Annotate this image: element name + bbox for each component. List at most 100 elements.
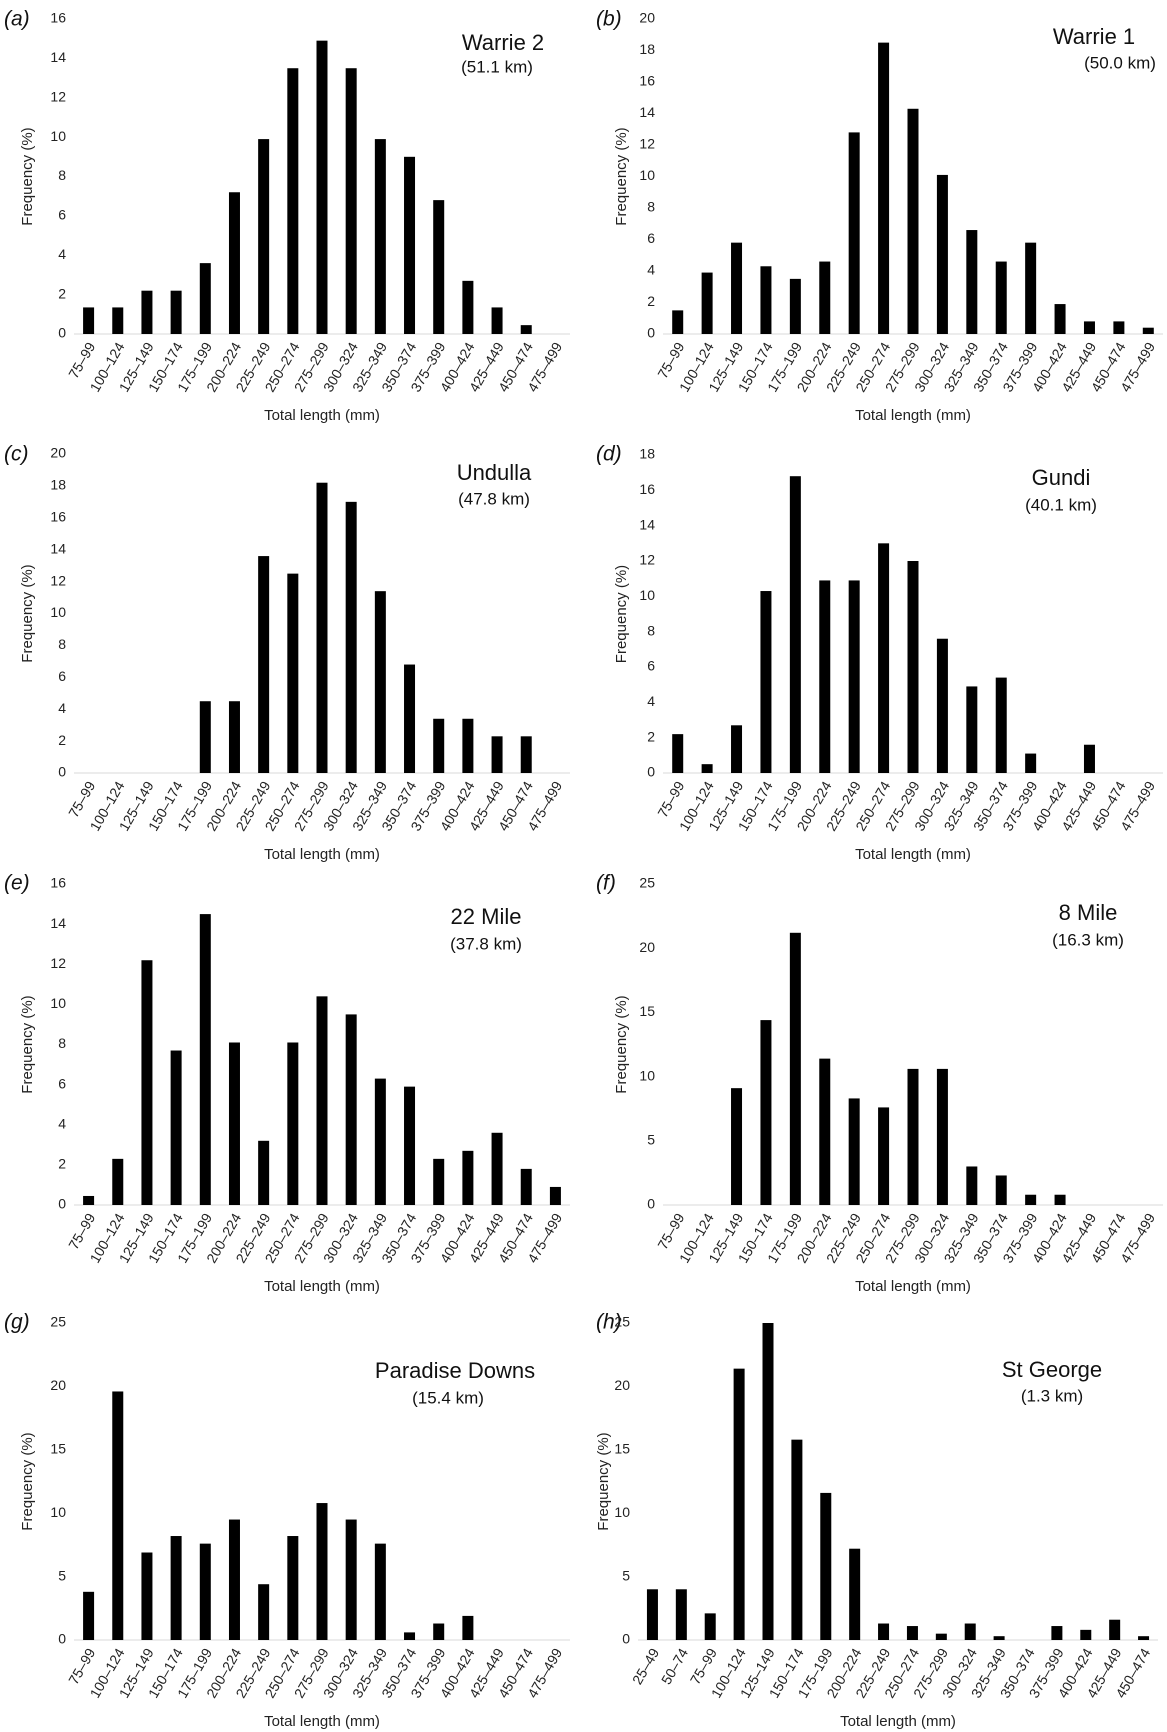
y-tick-label: 6 xyxy=(58,207,66,223)
y-tick-label: 20 xyxy=(639,10,655,26)
bar xyxy=(760,591,772,773)
x-tick-label: 50–74 xyxy=(658,1645,691,1687)
y-tick-label: 6 xyxy=(647,230,655,246)
y-tick-label: 8 xyxy=(647,199,655,215)
bar xyxy=(345,1519,357,1640)
y-tick-label: 20 xyxy=(639,939,655,955)
bar xyxy=(646,1589,658,1640)
y-tick-label: 0 xyxy=(647,325,655,341)
bar xyxy=(491,307,503,334)
y-tick-label: 20 xyxy=(614,1377,630,1393)
bar xyxy=(199,263,211,334)
bar xyxy=(878,1623,890,1640)
bar xyxy=(907,1068,919,1205)
y-tick-label: 16 xyxy=(639,73,655,89)
bar xyxy=(993,1636,1005,1640)
bar xyxy=(966,230,978,334)
y-tick-label: 5 xyxy=(58,1567,66,1583)
x-axis-label: Total length (mm) xyxy=(264,407,380,424)
y-tick-label: 0 xyxy=(58,1631,66,1647)
bar xyxy=(995,1175,1007,1205)
y-tick-label: 8 xyxy=(58,1035,66,1051)
y-tick-label: 4 xyxy=(58,246,66,262)
y-tick-label: 4 xyxy=(647,693,655,709)
chart-title: St George xyxy=(1002,1357,1102,1382)
bar xyxy=(491,736,503,773)
bar xyxy=(878,42,890,334)
bar xyxy=(258,1584,270,1640)
bar xyxy=(345,501,357,773)
bar xyxy=(462,1150,474,1205)
x-axis-label: Total length (mm) xyxy=(264,1278,380,1295)
y-axis-label: Frequency (%) xyxy=(595,1432,612,1530)
panel-b: (b) Warrie 1 (50.0 km) Frequency (%) 0 2 4 6 8 10… xyxy=(596,8,1163,424)
bar xyxy=(878,543,890,773)
bar xyxy=(675,1589,687,1640)
panel-label: (e) xyxy=(4,872,30,895)
y-axis-label: Frequency (%) xyxy=(19,127,36,225)
bar xyxy=(199,914,211,1205)
bar xyxy=(1083,321,1095,334)
y-tick-label: 0 xyxy=(647,1196,655,1212)
y-tick-label: 2 xyxy=(58,1156,66,1172)
bar xyxy=(433,200,445,334)
chart-subtitle: (40.1 km) xyxy=(1025,495,1097,514)
bar xyxy=(170,1050,182,1205)
bar xyxy=(316,1503,328,1640)
panel-h: (h) St George (1.3 km) Frequency (%) 0 5 10 15 2… xyxy=(595,1311,1158,1730)
x-axis-label: Total length (mm) xyxy=(264,1713,380,1730)
bar xyxy=(316,482,328,773)
y-tick-label: 15 xyxy=(50,1441,66,1457)
y-tick-label: 2 xyxy=(647,728,655,744)
x-tick-label: 25–49 xyxy=(629,1645,662,1687)
bar xyxy=(966,686,978,773)
y-axis-label: Frequency (%) xyxy=(19,995,36,1093)
y-tick-label: 15 xyxy=(639,1003,655,1019)
y-tick-label: 10 xyxy=(50,604,66,620)
bar xyxy=(404,1086,416,1205)
y-axis-label: Frequency (%) xyxy=(19,564,36,662)
x-axis-label: Total length (mm) xyxy=(840,1713,956,1730)
panel-label: (h) xyxy=(596,1311,622,1334)
bar xyxy=(374,591,386,773)
bar xyxy=(199,1543,211,1640)
chart-subtitle: (37.8 km) xyxy=(450,934,522,953)
bar xyxy=(258,1140,270,1205)
bar xyxy=(701,272,713,334)
bar xyxy=(1025,753,1037,773)
y-tick-label: 5 xyxy=(622,1567,630,1583)
chart-title: Gundi xyxy=(1032,465,1091,490)
chart-subtitle: (47.8 km) xyxy=(458,489,530,508)
y-tick-label: 8 xyxy=(58,167,66,183)
y-tick-label: 25 xyxy=(639,875,655,891)
bar xyxy=(345,1014,357,1205)
chart-title: 8 Mile xyxy=(1059,900,1118,925)
bar xyxy=(170,290,182,334)
y-tick-label: 10 xyxy=(50,128,66,144)
y-tick-label: 12 xyxy=(50,955,66,971)
bar xyxy=(791,1439,803,1640)
y-tick-label: 5 xyxy=(647,1132,655,1148)
bar xyxy=(433,718,445,773)
x-axis-label: Total length (mm) xyxy=(855,846,971,863)
bar xyxy=(83,1195,95,1205)
panel-d: (d) Gundi (40.1 km) Frequency (%) 0 2 4 6 8 10 12 1… xyxy=(596,443,1163,863)
bar xyxy=(1142,327,1154,334)
bar xyxy=(906,1626,918,1640)
y-tick-label: 20 xyxy=(50,445,66,461)
bar xyxy=(733,1368,745,1640)
bar xyxy=(141,960,153,1205)
bar xyxy=(228,1519,240,1640)
panel-label: (a) xyxy=(4,8,30,31)
y-tick-label: 16 xyxy=(639,481,655,497)
bar xyxy=(1025,1194,1037,1205)
bar xyxy=(112,1391,124,1640)
x-axis-label: Total length (mm) xyxy=(855,1278,971,1295)
bar xyxy=(789,278,801,334)
bar xyxy=(141,1552,153,1640)
bar xyxy=(1051,1626,1063,1640)
bar xyxy=(433,1623,445,1640)
panel-label: (b) xyxy=(596,8,622,31)
y-tick-label: 10 xyxy=(50,1504,66,1520)
